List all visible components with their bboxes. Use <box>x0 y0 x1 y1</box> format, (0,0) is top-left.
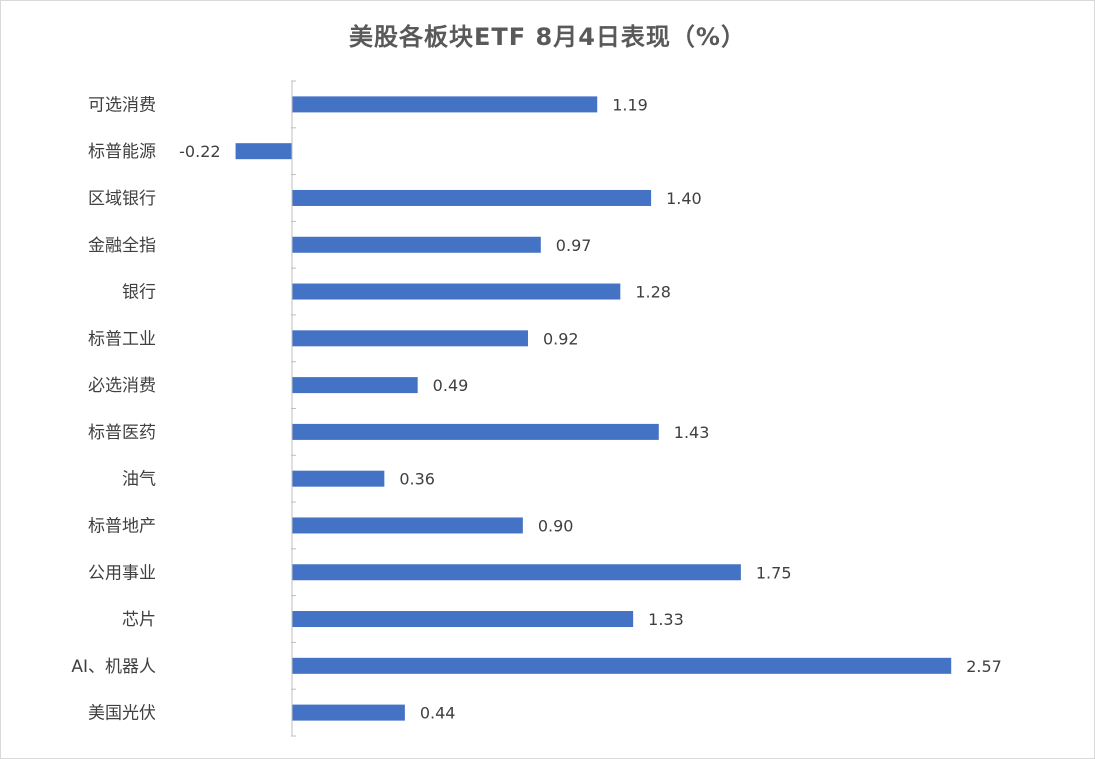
data-label: 0.92 <box>543 329 579 348</box>
data-label: 0.97 <box>556 236 592 255</box>
category-label: 金融全指 <box>88 236 156 256</box>
category-label: 银行 <box>122 283 156 303</box>
data-label: 0.44 <box>420 704 456 723</box>
category-labels: 可选消费标普能源区域银行金融全指银行标普工业必选消费标普医药油气标普地产公用事业… <box>71 95 156 723</box>
category-label: 公用事业 <box>88 563 156 583</box>
bar-11 <box>292 611 634 628</box>
category-label: 区域银行 <box>88 189 156 209</box>
category-label: 油气 <box>122 470 156 490</box>
bar-4 <box>292 283 621 300</box>
category-label: 标普工业 <box>88 329 156 349</box>
data-label: 0.90 <box>538 516 574 535</box>
data-label: 1.28 <box>635 283 671 302</box>
bar-9 <box>292 517 523 534</box>
bars-group <box>235 96 952 721</box>
category-axis <box>291 80 296 737</box>
bar-5 <box>292 330 528 347</box>
category-label: 芯片 <box>122 610 156 630</box>
data-label: 0.36 <box>399 470 435 489</box>
bar-2 <box>292 189 652 206</box>
data-label: 0.49 <box>433 376 469 395</box>
data-label: 2.57 <box>966 657 1002 676</box>
bar-3 <box>292 236 541 253</box>
category-label: 标普地产 <box>88 516 156 536</box>
bar-13 <box>292 704 405 721</box>
data-label: 1.40 <box>666 189 702 208</box>
category-label: 美国光伏 <box>88 704 156 724</box>
bar-6 <box>292 377 418 394</box>
data-label: 1.33 <box>648 610 684 629</box>
category-label: 标普医药 <box>88 423 156 443</box>
value-labels: 1.19 -0.22 1.40 0.97 1.28 0.92 0.49 1.43 0.36 0.9… <box>179 95 1002 722</box>
bar-0 <box>292 96 598 113</box>
bar-10 <box>292 564 741 581</box>
bar-8 <box>292 470 385 487</box>
data-label: 1.75 <box>756 563 792 582</box>
bar-7 <box>292 423 659 440</box>
bar-12 <box>292 657 952 674</box>
category-label: AI、机器人 <box>71 657 156 677</box>
data-label: -0.22 <box>179 142 220 161</box>
category-label: 可选消费 <box>88 95 156 115</box>
data-label: 1.19 <box>612 95 648 114</box>
chart-title: 美股各板块ETF 8月4日表现（%） <box>349 23 746 51</box>
category-label: 必选消费 <box>88 376 156 396</box>
data-label: 1.43 <box>674 423 710 442</box>
category-label: 标普能源 <box>88 142 156 162</box>
bar-1 <box>235 143 292 160</box>
